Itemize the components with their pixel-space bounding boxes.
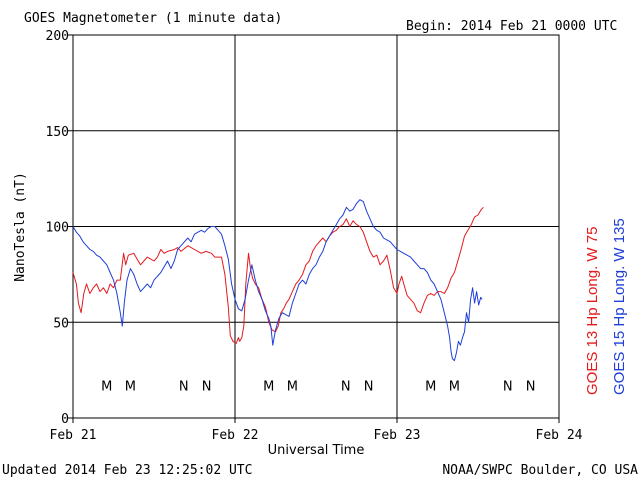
legend-goes13: GOES 13 Hp Long. W 75 bbox=[584, 227, 601, 395]
chart-title: GOES Magnetometer (1 minute data) bbox=[24, 11, 282, 26]
marker-m-1: M bbox=[125, 379, 136, 394]
series-line-goes13 bbox=[72, 206, 484, 344]
x-tick-label-0: Feb 21 bbox=[50, 428, 97, 443]
grid bbox=[73, 35, 559, 418]
y-tick-label-3: 150 bbox=[46, 125, 69, 140]
marker-m-0: M bbox=[101, 379, 112, 394]
y-axis-label: NanoTesla (nT) bbox=[13, 172, 28, 282]
marker-n-7: N bbox=[364, 379, 374, 394]
marker-n-2: N bbox=[179, 379, 189, 394]
y-axis-ticks: 0 50 100 150 200 bbox=[46, 29, 73, 427]
marker-m-9: M bbox=[449, 379, 460, 394]
credit-label: NOAA/SWPC Boulder, CO USA bbox=[442, 463, 638, 478]
marker-n-11: N bbox=[526, 379, 536, 394]
marker-m-4: M bbox=[263, 379, 274, 394]
y-tick-label-2: 100 bbox=[46, 221, 69, 236]
x-tick-label-1: Feb 22 bbox=[212, 428, 259, 443]
y-tick-label-0: 0 bbox=[61, 412, 69, 427]
series-line-goes15 bbox=[72, 199, 483, 362]
y-tick-label-1: 50 bbox=[53, 316, 69, 331]
marker-n-3: N bbox=[202, 379, 212, 394]
marker-n-6: N bbox=[341, 379, 351, 394]
legend-goes15: GOES 15 Hp Long. W 135 bbox=[611, 218, 628, 395]
series-lines bbox=[72, 199, 484, 362]
x-axis-ticks: Feb 21 Feb 22 Feb 23 Feb 24 bbox=[50, 418, 583, 443]
x-tick-label-2: Feb 23 bbox=[374, 428, 421, 443]
updated-timestamp: Updated 2014 Feb 23 12:25:02 UTC bbox=[2, 463, 252, 478]
begin-label: Begin: 2014 Feb 21 0000 UTC bbox=[406, 19, 617, 34]
marker-m-5: M bbox=[287, 379, 298, 394]
marker-n-10: N bbox=[503, 379, 513, 394]
x-tick-label-3: Feb 24 bbox=[536, 428, 583, 443]
x-axis-label: Universal Time bbox=[268, 443, 365, 458]
marker-m-8: M bbox=[425, 379, 436, 394]
y-tick-label-4: 200 bbox=[46, 29, 69, 44]
